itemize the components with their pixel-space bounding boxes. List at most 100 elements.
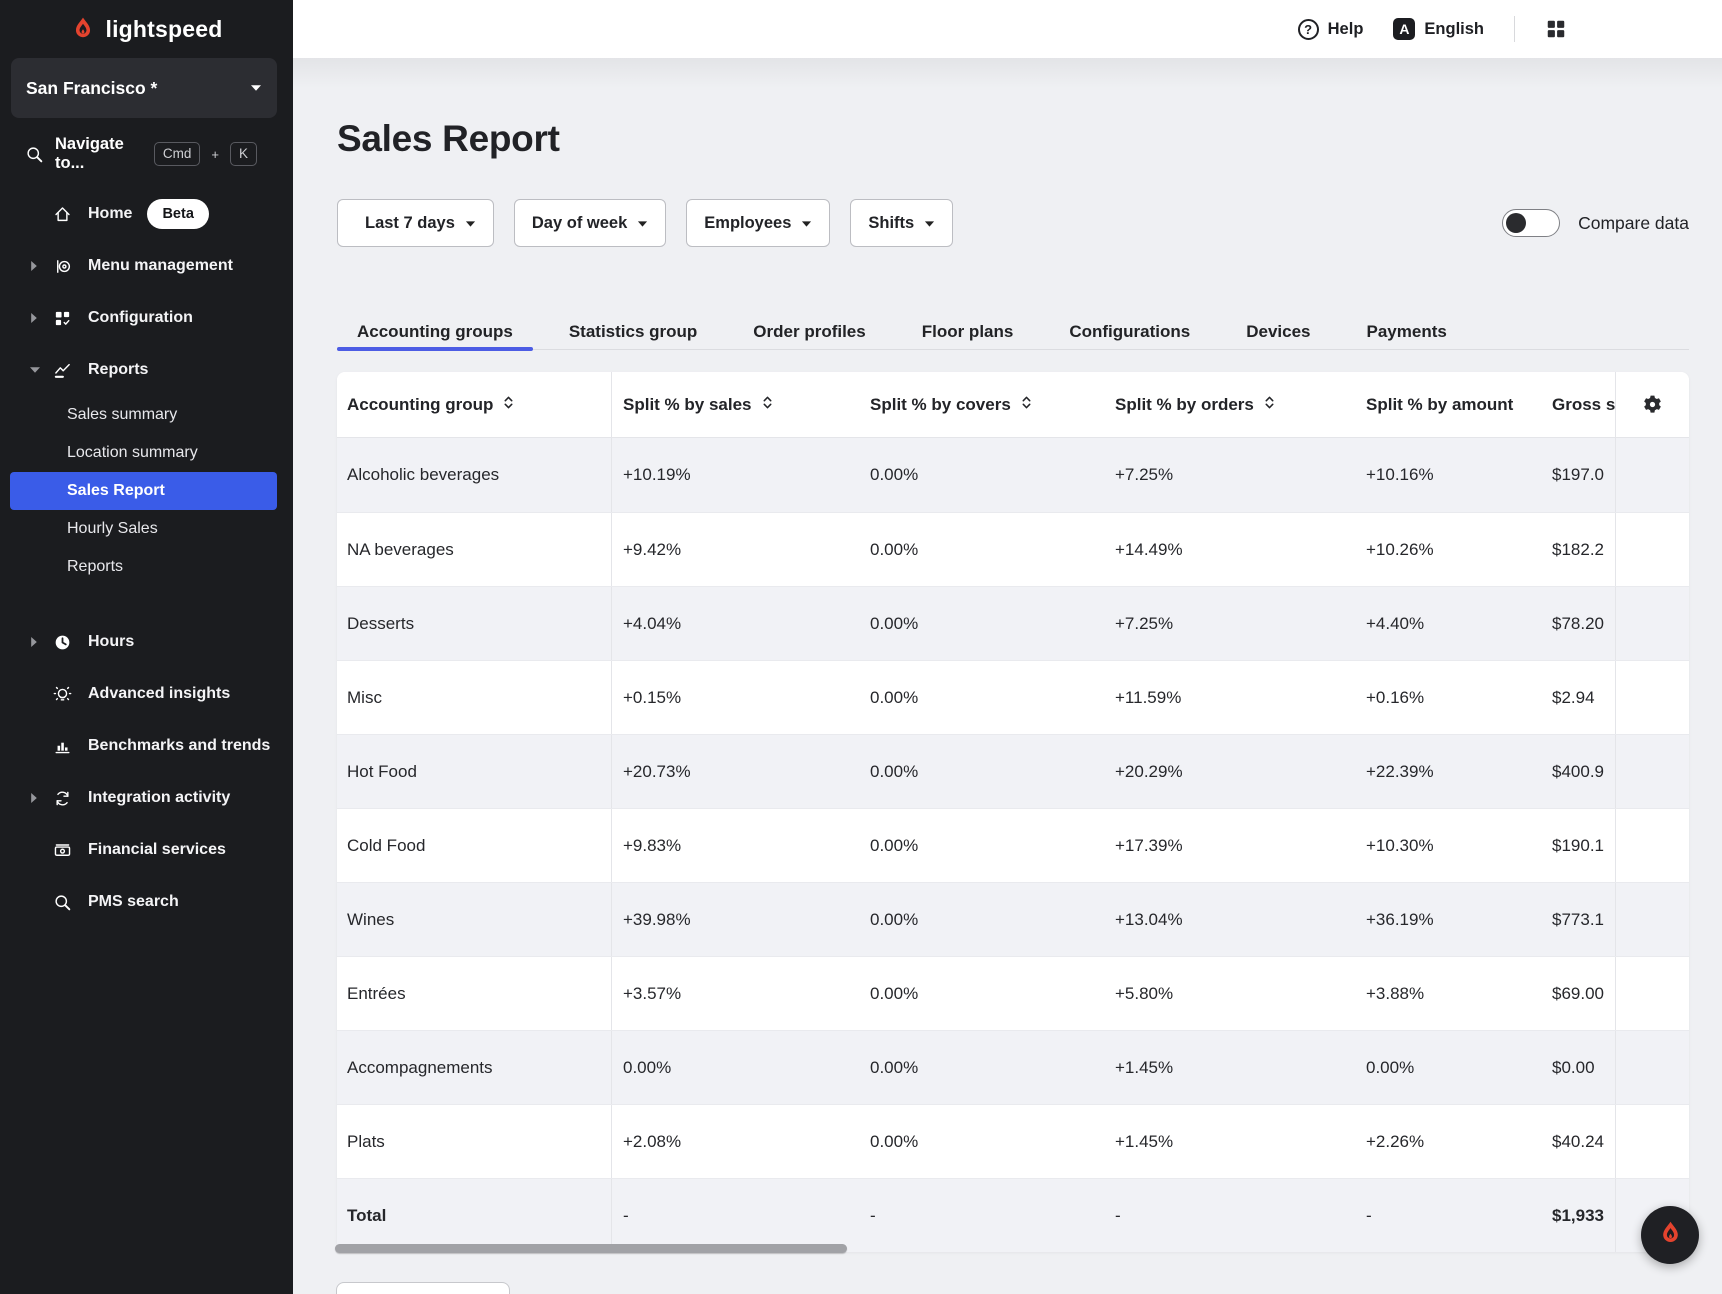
tab-floor-plans[interactable]: Floor plans bbox=[902, 314, 1034, 349]
cell-group: Hot Food bbox=[337, 735, 612, 808]
chevron-down-icon bbox=[465, 214, 476, 233]
sidebar-item-label: Advanced insights bbox=[88, 685, 230, 703]
cell-sales: +39.98% bbox=[612, 883, 859, 956]
column-label: Split % by sales bbox=[623, 395, 752, 415]
sidebar-item-sales-report[interactable]: Sales Report bbox=[10, 472, 277, 510]
sidebar-item-advanced-insights[interactable]: Advanced insights bbox=[0, 668, 293, 720]
sales-table: Accounting group Split % by sales Split % … bbox=[337, 372, 1689, 1252]
insights-icon bbox=[53, 685, 72, 704]
sidebar-item-reports[interactable]: Reports bbox=[0, 548, 293, 586]
cell-group: Alcoholic beverages bbox=[337, 438, 612, 512]
navigate-label: Navigate to... bbox=[55, 135, 132, 173]
menu-management-icon bbox=[53, 257, 72, 276]
cell-sales: +0.15% bbox=[612, 661, 859, 734]
table-row[interactable]: Cold Food+9.83%0.00%+17.39%+10.30%$190.1 bbox=[337, 808, 1689, 882]
column-header-split-by-covers[interactable]: Split % by covers bbox=[859, 372, 1104, 437]
sidebar-item-menu-management[interactable]: Menu management bbox=[0, 240, 293, 292]
sidebar-item-location-summary[interactable]: Location summary bbox=[0, 434, 293, 472]
filter-day-of-week[interactable]: Day of week bbox=[514, 199, 666, 247]
sidebar-item-pms-search[interactable]: PMS search bbox=[0, 876, 293, 928]
column-header-accounting-group[interactable]: Accounting group bbox=[337, 372, 612, 437]
lightspeed-flame-icon bbox=[70, 16, 96, 42]
filter-last-7-days[interactable]: Last 7 days bbox=[337, 199, 494, 247]
cell-group: NA beverages bbox=[337, 513, 612, 586]
chevron-right-icon[interactable] bbox=[29, 260, 53, 272]
sort-icon[interactable] bbox=[1021, 394, 1032, 416]
tab-statistics-group[interactable]: Statistics group bbox=[549, 314, 717, 349]
cell-gross: $1,933 bbox=[1541, 1179, 1615, 1252]
location-label: San Francisco * bbox=[26, 78, 157, 99]
tab-order-profiles[interactable]: Order profiles bbox=[733, 314, 885, 349]
sidebar-item-sales-summary[interactable]: Sales summary bbox=[0, 396, 293, 434]
column-header-gross-s[interactable]: Gross s bbox=[1541, 372, 1615, 437]
divider bbox=[1514, 16, 1515, 42]
lightspeed-fab[interactable] bbox=[1641, 1206, 1699, 1264]
cell-covers: 0.00% bbox=[859, 1031, 1104, 1104]
sidebar-item-reports[interactable]: Reports bbox=[0, 344, 293, 396]
configuration-icon bbox=[53, 309, 72, 328]
benchmarks-icon bbox=[53, 737, 72, 756]
sidebar-item-integration-activity[interactable]: Integration activity bbox=[0, 772, 293, 824]
cell-group: Misc bbox=[337, 661, 612, 734]
column-header-split-by-amount[interactable]: Split % by amount bbox=[1355, 372, 1541, 437]
sort-icon[interactable] bbox=[1264, 394, 1275, 416]
sidebar-item-label: Sales summary bbox=[67, 406, 177, 424]
chevron-right-icon[interactable] bbox=[29, 312, 53, 324]
sidebar-item-home[interactable]: HomeBeta bbox=[0, 188, 293, 240]
cell-gross: $0.00 bbox=[1541, 1031, 1615, 1104]
main-content: Sales Report Last 7 days Day of week Emplo… bbox=[293, 58, 1722, 1294]
table-row[interactable]: Entrées+3.57%0.00%+5.80%+3.88%$69.00 bbox=[337, 956, 1689, 1030]
chevron-right-icon[interactable] bbox=[29, 636, 53, 648]
language-button[interactable]: A English bbox=[1393, 18, 1484, 40]
sidebar-item-hourly-sales[interactable]: Hourly Sales bbox=[0, 510, 293, 548]
topbar-cluster: ? Help A English bbox=[1298, 0, 1567, 58]
cell-gross: $69.00 bbox=[1541, 957, 1615, 1030]
sort-icon[interactable] bbox=[503, 394, 514, 416]
sidebar-item-label: Hours bbox=[88, 633, 134, 651]
cell-covers: 0.00% bbox=[859, 661, 1104, 734]
page-title: Sales Report bbox=[337, 118, 560, 160]
table-row[interactable]: Wines+39.98%0.00%+13.04%+36.19%$773.1 bbox=[337, 882, 1689, 956]
gear-icon[interactable] bbox=[1642, 394, 1663, 415]
column-header-split-by-sales[interactable]: Split % by sales bbox=[612, 372, 859, 437]
compare-toggle[interactable] bbox=[1502, 209, 1560, 237]
brand-logo[interactable]: lightspeed bbox=[0, 3, 293, 55]
cell-gross: $190.1 bbox=[1541, 809, 1615, 882]
filter-employees[interactable]: Employees bbox=[686, 199, 830, 247]
toggle-knob bbox=[1506, 213, 1526, 233]
tab-accounting-groups[interactable]: Accounting groups bbox=[337, 314, 533, 349]
sidebar-item-financial-services[interactable]: Financial services bbox=[0, 824, 293, 876]
cell-orders: +1.45% bbox=[1104, 1105, 1355, 1178]
table-row[interactable]: Total----$1,933 bbox=[337, 1178, 1689, 1252]
location-selector[interactable]: San Francisco * bbox=[11, 58, 277, 118]
table-row[interactable]: NA beverages+9.42%0.00%+14.49%+10.26%$18… bbox=[337, 512, 1689, 586]
cell-amount: +36.19% bbox=[1355, 883, 1541, 956]
bottom-partial-button[interactable] bbox=[336, 1282, 510, 1294]
table-row[interactable]: Misc+0.15%0.00%+11.59%+0.16%$2.94 bbox=[337, 660, 1689, 734]
navigate-search[interactable]: Navigate to... Cmd + K bbox=[25, 139, 257, 169]
sidebar-item-hours[interactable]: Hours bbox=[0, 616, 293, 668]
tab-devices[interactable]: Devices bbox=[1226, 314, 1330, 349]
tab-configurations[interactable]: Configurations bbox=[1049, 314, 1210, 349]
table-row[interactable]: Alcoholic beverages+10.19%0.00%+7.25%+10… bbox=[337, 438, 1689, 512]
horizontal-scrollbar[interactable] bbox=[335, 1244, 847, 1253]
cell-orders: +7.25% bbox=[1104, 587, 1355, 660]
filter-shifts[interactable]: Shifts bbox=[850, 199, 953, 247]
table-row[interactable]: Hot Food+20.73%0.00%+20.29%+22.39%$400.9 bbox=[337, 734, 1689, 808]
help-button[interactable]: ? Help bbox=[1298, 19, 1364, 40]
kbd-cmd: Cmd bbox=[154, 142, 201, 166]
tab-payments[interactable]: Payments bbox=[1347, 314, 1467, 349]
chevron-right-icon[interactable] bbox=[29, 792, 53, 804]
sort-icon[interactable] bbox=[762, 394, 773, 416]
table-row[interactable]: Plats+2.08%0.00%+1.45%+2.26%$40.24 bbox=[337, 1104, 1689, 1178]
cell-amount: +0.16% bbox=[1355, 661, 1541, 734]
app-grid-icon[interactable] bbox=[1545, 18, 1567, 40]
table-row[interactable]: Desserts+4.04%0.00%+7.25%+4.40%$78.20 bbox=[337, 586, 1689, 660]
integration-icon bbox=[53, 789, 72, 808]
chevron-down-icon[interactable] bbox=[29, 366, 53, 374]
cell-sales: 0.00% bbox=[612, 1031, 859, 1104]
sidebar-item-configuration[interactable]: Configuration bbox=[0, 292, 293, 344]
sidebar-item-benchmarks-and-trends[interactable]: Benchmarks and trends bbox=[0, 720, 293, 772]
table-row[interactable]: Accompagnements0.00%0.00%+1.45%0.00%$0.0… bbox=[337, 1030, 1689, 1104]
column-header-split-by-orders[interactable]: Split % by orders bbox=[1104, 372, 1355, 437]
